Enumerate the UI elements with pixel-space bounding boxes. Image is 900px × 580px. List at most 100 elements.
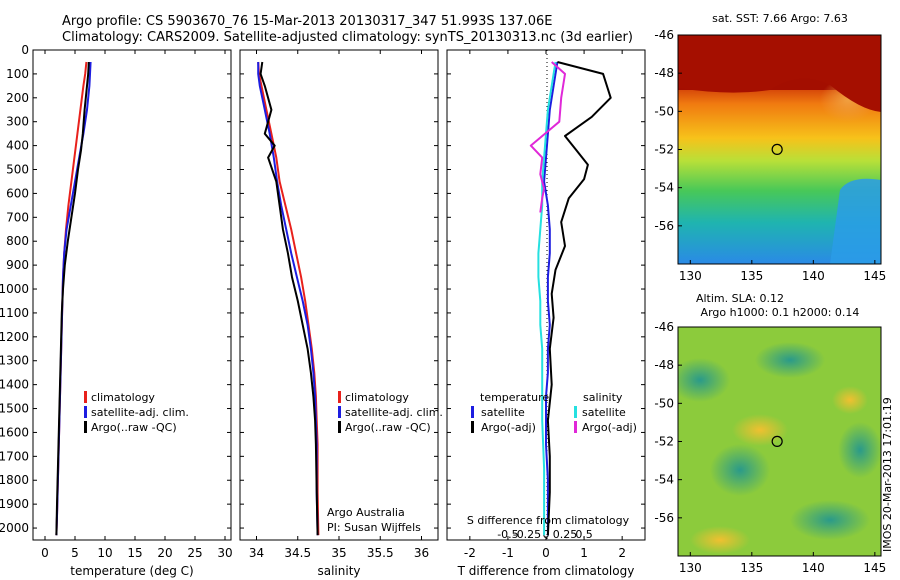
depth-tick-label: 100	[6, 67, 29, 81]
sst-argo-marker	[771, 143, 783, 155]
map-lon-label: 145	[863, 561, 886, 575]
map-lat-label: -50	[654, 104, 674, 118]
depth-tick-label: 1700	[0, 449, 29, 463]
pi-label: PI: Susan Wijffels	[327, 521, 421, 534]
x-tick-label: 15	[127, 546, 142, 560]
salinity-argo-raw-qc--line	[259, 61, 319, 536]
difference-legend: temperature salinity satellite Argo(-adj…	[467, 391, 637, 527]
legend-s-satellite: satellite	[582, 406, 626, 419]
sla-blob	[755, 342, 825, 378]
depth-tick-label: 600	[6, 186, 29, 200]
legend-diff-salinity: salinity	[583, 391, 623, 404]
sla-warm-spot	[732, 414, 788, 446]
x-tick-label: 0	[542, 546, 550, 560]
profile-series	[55, 61, 612, 536]
depth-tick-label: 1100	[0, 306, 29, 320]
argo-australia-label: Argo Australia	[327, 506, 405, 519]
legend-climatology: climatology	[91, 391, 155, 404]
map-lon-label: 130	[679, 269, 702, 283]
depth-tick-label: 400	[6, 139, 29, 153]
depth-tick-label: 700	[6, 210, 29, 224]
sla-warm-spot	[690, 526, 750, 554]
x-tick-label: 34	[249, 546, 264, 560]
depth-tick-label: 1000	[0, 282, 29, 296]
legend-swatch-t-argo	[471, 421, 474, 433]
salinity-legend: climatology satellite-adj. clim. Argo(..…	[327, 391, 443, 534]
s-difference-tick-label: -0.25	[513, 528, 541, 541]
x-tick-label: 5	[71, 546, 79, 560]
map-lat-label: -50	[654, 396, 674, 410]
depth-tick-label: 1400	[0, 378, 29, 392]
depth-tick-label: 1500	[0, 402, 29, 416]
salinity-xlabel: salinity	[317, 564, 360, 578]
sla-blob	[838, 422, 881, 478]
x-tick-label: -1	[502, 546, 514, 560]
map-lat-label: -46	[654, 320, 674, 334]
x-tick-label: 35.5	[367, 546, 394, 560]
s-difference-tick-label: -0.5	[497, 528, 518, 541]
sla-map-title-line-2: Argo h1000: 0.1 h2000: 0.14	[701, 306, 860, 319]
difference-temperature-argo-adj--line	[546, 61, 612, 536]
depth-tick-label: 1900	[0, 497, 29, 511]
x-tick-label: 36	[414, 546, 429, 560]
x-tick-label: 0	[41, 546, 49, 560]
map-lat-label: -48	[654, 358, 674, 372]
map-lat-label: -48	[654, 66, 674, 80]
difference-salinity-satellite-line	[537, 61, 557, 536]
temperature-argo-raw-qc--line	[55, 61, 90, 536]
legend-satellite-adj: satellite-adj. clim.	[345, 406, 443, 419]
legend-swatch-s-satellite	[574, 406, 577, 418]
x-tick-label: 34.5	[284, 546, 311, 560]
depth-tick-label: 900	[6, 258, 29, 272]
s-difference-tick-label: 0.5	[575, 528, 593, 541]
x-tick-label: 1	[580, 546, 588, 560]
map-lon-label: 135	[740, 561, 763, 575]
sla-blob	[710, 444, 770, 496]
x-tick-label: 35	[331, 546, 346, 560]
map-lon-label: 135	[740, 269, 763, 283]
sla-map-axes: 130 135 140 145 -46 -48 -50 -52 -54 -56	[654, 320, 886, 575]
map-lat-label: -54	[654, 181, 674, 195]
legend-s-argo: Argo(-adj)	[582, 421, 637, 434]
sst-map-title: sat. SST: 7.66 Argo: 7.63	[712, 12, 848, 25]
profile-x-axes: 0 5 10 15 20 25 30 34 34.5 35 35.5 36 -2 -1 0 1 2 -0.5-0.…	[41, 50, 626, 560]
salinity-climatology-line	[257, 61, 320, 536]
depth-tick-label: 1800	[0, 473, 29, 487]
sla-map	[678, 327, 881, 556]
x-tick-label: 2	[618, 546, 626, 560]
s-difference-tick-label: 0	[543, 528, 550, 541]
depth-tick-label: 1300	[0, 354, 29, 368]
legend-diff-temperature: temperature	[480, 391, 549, 404]
depth-tick-label: 1600	[0, 425, 29, 439]
sst-map-axes: 130 135 140 145 -46 -48 -50 -52 -54 -56	[654, 28, 886, 283]
sla-blob	[678, 358, 730, 402]
depth-tick-label: 0	[21, 43, 29, 57]
salinity-satellite-adj-clim--line	[257, 62, 319, 536]
sla-argo-marker	[771, 435, 783, 447]
depth-tick-label: 2000	[0, 521, 29, 535]
legend-t-argo: Argo(-adj)	[481, 421, 536, 434]
title-line-1: Argo profile: CS 5903670_76 15-Mar-2013 …	[62, 14, 552, 29]
sla-map-title-line-1: Altim. SLA: 0.12	[696, 292, 784, 305]
map-lat-label: -46	[654, 28, 674, 42]
difference-temperature-satellite-line	[543, 61, 559, 536]
s-difference-label: S difference from climatology	[467, 514, 630, 527]
map-lon-label: 130	[679, 561, 702, 575]
s-difference-tick-label: 0.25	[553, 528, 578, 541]
map-lat-label: -56	[654, 511, 674, 525]
legend-swatch-argo	[338, 421, 341, 433]
map-lon-label: 145	[863, 269, 886, 283]
legend-argo-raw: Argo(..raw -QC)	[91, 421, 177, 434]
depth-tick-label: 1200	[0, 330, 29, 344]
map-lat-label: -54	[654, 473, 674, 487]
map-lat-label: -56	[654, 219, 674, 233]
depth-tick-label: 800	[6, 234, 29, 248]
legend-swatch-s-argo	[574, 421, 577, 433]
legend-argo-raw: Argo(..raw -QC)	[345, 421, 431, 434]
legend-t-satellite: satellite	[481, 406, 525, 419]
sla-warm-spot	[832, 386, 868, 414]
legend-climatology: climatology	[345, 391, 409, 404]
map-lat-label: -52	[654, 143, 674, 157]
legend-satellite-adj: satellite-adj. clim.	[91, 406, 189, 419]
